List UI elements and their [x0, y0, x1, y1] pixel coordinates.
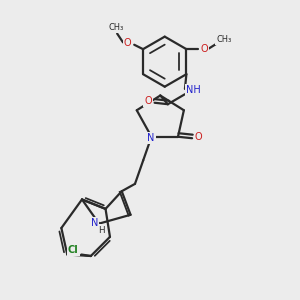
- Text: NH: NH: [186, 85, 200, 95]
- Text: Cl: Cl: [68, 245, 79, 255]
- Text: CH₃: CH₃: [109, 22, 124, 32]
- Text: O: O: [195, 132, 203, 142]
- Text: CH₃: CH₃: [217, 35, 232, 44]
- Text: O: O: [200, 44, 208, 54]
- Text: N: N: [91, 218, 98, 228]
- Text: N: N: [148, 133, 155, 143]
- Text: H: H: [98, 226, 105, 235]
- Text: O: O: [124, 38, 131, 48]
- Text: O: O: [144, 96, 152, 106]
